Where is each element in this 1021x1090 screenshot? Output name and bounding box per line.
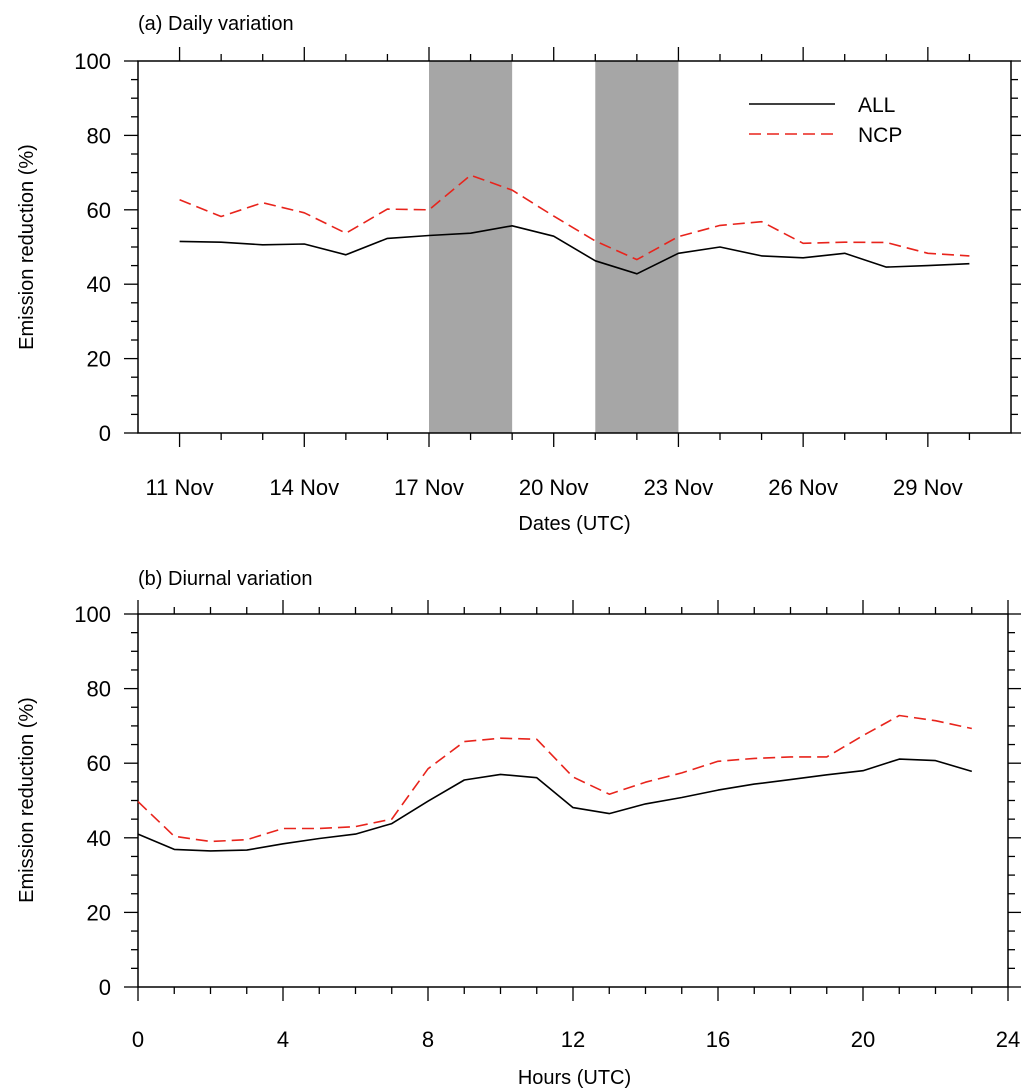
tick-labels: 0 20 40 60 80 100 11 Nov 14 Nov 17 Nov 20 Nov 23 N… — [74, 49, 962, 500]
legend: ALL NCP — [749, 94, 902, 147]
y-tick-label: 80 — [87, 677, 111, 702]
legend-label-ncp: NCP — [858, 124, 902, 147]
daily-variation-panel: 0 20 40 60 80 100 11 Nov 14 Nov 17 Nov 20 Nov 23 N… — [16, 13, 1021, 535]
y-axis-label: Emission reduction (%) — [16, 144, 38, 350]
x-tick-label: 20 — [851, 1027, 875, 1052]
diurnal-variation-panel: 0 20 40 60 80 100 0 4 8 12 16 20 24 (b) Diurnal vari… — [16, 568, 1021, 1089]
y-tick-label: 0 — [99, 421, 111, 446]
y-tick-label: 20 — [87, 900, 111, 925]
x-axis-label: Dates (UTC) — [518, 513, 630, 535]
x-axis-label: Hours (UTC) — [518, 1067, 631, 1089]
y-tick-label: 40 — [87, 826, 111, 851]
series-line-ncp — [137, 714, 972, 843]
x-tick-label: 29 Nov — [893, 475, 963, 500]
series-line-all — [137, 758, 973, 852]
x-tick-label: 24 — [996, 1027, 1020, 1052]
x-tick-label: 26 Nov — [768, 475, 838, 500]
shaded-periods — [429, 61, 679, 433]
x-tick-label: 4 — [277, 1027, 289, 1052]
x-tick-label: 8 — [422, 1027, 434, 1052]
tick-labels: 0 20 40 60 80 100 0 4 8 12 16 20 24 — [74, 602, 1020, 1052]
x-tick-label: 12 — [561, 1027, 585, 1052]
plot-frame-border — [137, 613, 1009, 988]
y-tick-label: 100 — [74, 49, 111, 74]
x-tick-label: 23 Nov — [644, 475, 714, 500]
y-tick-label: 20 — [87, 347, 111, 372]
shaded-period-1 — [429, 61, 513, 433]
series-lines — [179, 174, 970, 275]
axis-ticks — [124, 600, 1021, 1001]
series-line-all — [179, 225, 970, 275]
y-tick-label: 40 — [87, 272, 111, 297]
axis-ticks — [124, 47, 1021, 447]
panel-title: (a) Daily variation — [138, 13, 294, 35]
series-lines — [137, 714, 973, 852]
series-line-ncp — [179, 174, 970, 261]
y-tick-label: 60 — [87, 198, 111, 223]
x-tick-label: 20 Nov — [519, 475, 589, 500]
y-tick-label: 100 — [74, 602, 111, 627]
x-tick-label: 17 Nov — [394, 475, 464, 500]
plot-frame — [137, 613, 1009, 988]
y-tick-label: 0 — [99, 975, 111, 1000]
x-tick-label: 0 — [132, 1027, 144, 1052]
legend-label-all: ALL — [858, 94, 895, 117]
x-tick-label: 14 Nov — [269, 475, 339, 500]
y-tick-label: 60 — [87, 751, 111, 776]
x-tick-label: 16 — [706, 1027, 730, 1052]
x-tick-label: 11 Nov — [146, 475, 214, 500]
panel-title: (b) Diurnal variation — [138, 568, 313, 590]
y-axis-label: Emission reduction (%) — [16, 697, 38, 903]
y-tick-label: 80 — [87, 123, 111, 148]
